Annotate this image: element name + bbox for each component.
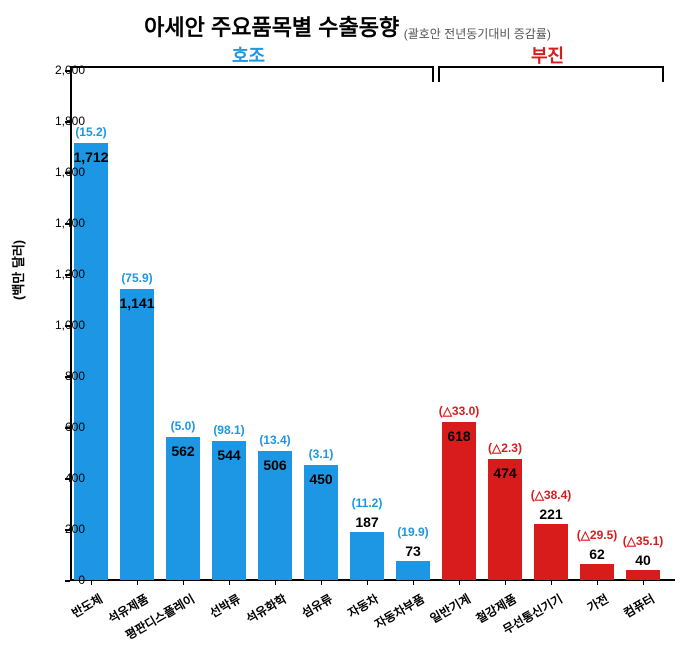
bar-value-label: 73	[383, 543, 443, 559]
y-tick-mark	[65, 580, 70, 582]
bar	[626, 570, 660, 580]
bar-value-label: 1,712	[61, 149, 121, 165]
y-tick-label: 1,000	[55, 318, 85, 332]
x-tick-mark	[137, 580, 138, 585]
bar	[350, 532, 384, 580]
bar-growth-label: (△2.3)	[465, 441, 545, 455]
y-axis-label: (백만 달러)	[8, 240, 27, 300]
bar	[580, 564, 614, 580]
bar-value-label: 450	[291, 471, 351, 487]
group-bracket-good	[70, 66, 434, 80]
bar-growth-label: (11.2)	[327, 496, 407, 510]
y-tick-label: 600	[65, 420, 85, 434]
group-label-bad: 부진	[531, 42, 564, 68]
bar	[120, 289, 154, 580]
x-tick-mark	[597, 580, 598, 585]
y-tick-label: 1,400	[55, 216, 85, 230]
x-tick-mark	[551, 580, 552, 585]
plot-area: 1,712(15.2)1,141(75.9)562(5.0)544(98.1)5…	[70, 70, 675, 580]
y-tick-label: 0	[78, 573, 85, 587]
bar-value-label: 1,141	[107, 295, 167, 311]
title-row: 아세안 주요품목별 수출동향 (괄호안 전년동기대비 증감률)	[0, 10, 695, 42]
bar-value-label: 474	[475, 465, 535, 481]
y-tick-label: 1,200	[55, 267, 85, 281]
group-label-good: 호조	[232, 42, 265, 68]
bar-value-label: 40	[613, 552, 673, 568]
x-tick-mark	[275, 580, 276, 585]
bar-growth-label: (△35.1)	[603, 534, 683, 548]
y-tick-label: 800	[65, 369, 85, 383]
x-tick-mark	[459, 580, 460, 585]
x-tick-mark	[183, 580, 184, 585]
bar	[396, 561, 430, 580]
bar	[74, 143, 108, 580]
x-tick-mark	[229, 580, 230, 585]
y-tick-label: 400	[65, 471, 85, 485]
x-tick-mark	[413, 580, 414, 585]
bar-growth-label: (3.1)	[281, 447, 361, 461]
chart-subtitle: (괄호안 전년동기대비 증감률)	[404, 27, 551, 41]
chart-container: 아세안 주요품목별 수출동향 (괄호안 전년동기대비 증감률) (백만 달러) …	[0, 0, 695, 663]
x-tick-mark	[91, 580, 92, 585]
bar-growth-label: (△38.4)	[511, 488, 591, 502]
x-tick-mark	[367, 580, 368, 585]
bar-growth-label: (13.4)	[235, 433, 315, 447]
bar-value-label: 221	[521, 506, 581, 522]
x-tick-mark	[505, 580, 506, 585]
x-tick-mark	[321, 580, 322, 585]
y-tick-label: 1,600	[55, 165, 85, 179]
bar-growth-label: (75.9)	[97, 271, 177, 285]
chart-title: 아세안 주요품목별 수출동향	[144, 15, 399, 40]
y-tick-label: 200	[65, 522, 85, 536]
y-tick-label: 1,800	[55, 114, 85, 128]
bar-growth-label: (△33.0)	[419, 404, 499, 418]
x-tick-mark	[643, 580, 644, 585]
bar-growth-label: (19.9)	[373, 525, 453, 539]
group-bracket-bad	[438, 66, 664, 80]
